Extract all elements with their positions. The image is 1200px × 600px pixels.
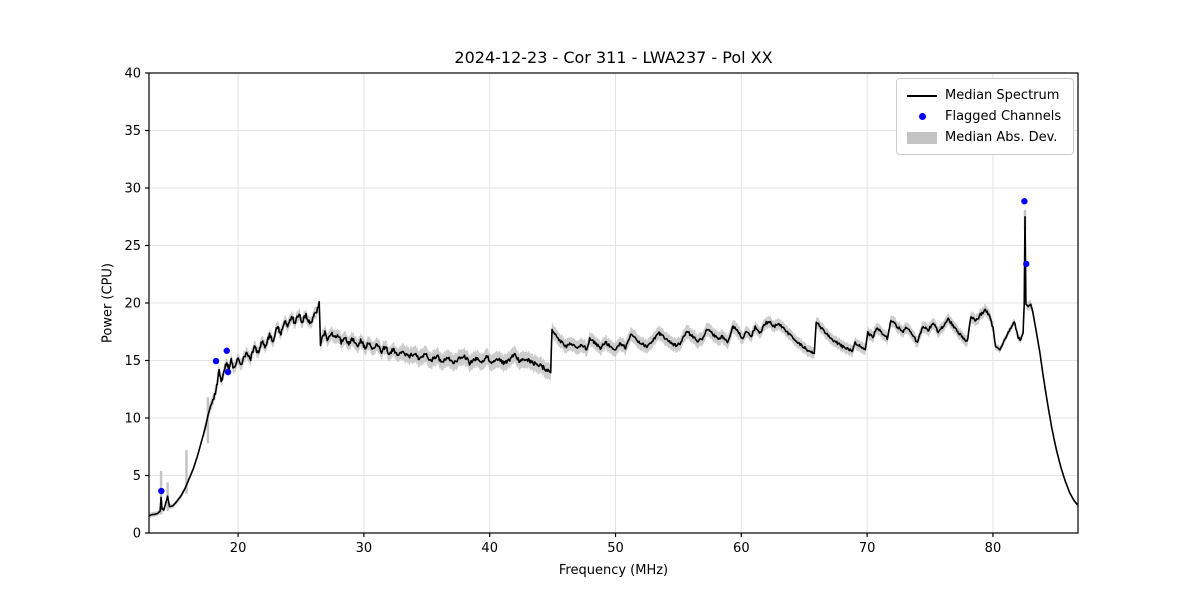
flagged-point — [223, 347, 230, 354]
dot-marker-icon — [905, 113, 939, 120]
x-tick-label: 70 — [859, 541, 876, 556]
legend: Median Spectrum Flagged Channels Median … — [896, 78, 1074, 155]
legend-label: Median Spectrum — [945, 88, 1060, 103]
y-tick-label: 30 — [124, 182, 141, 197]
x-tick-label: 20 — [230, 541, 247, 556]
x-tick-label: 50 — [607, 541, 624, 556]
x-axis-label: Frequency (MHz) — [558, 563, 669, 578]
x-tick-label: 60 — [733, 541, 750, 556]
y-tick-label: 20 — [124, 297, 141, 312]
y-axis-label: Power (CPU) — [100, 262, 116, 344]
flagged-point — [158, 487, 165, 495]
flagged-point — [1023, 260, 1030, 268]
x-tick-label: 30 — [356, 541, 373, 556]
flagged-point — [1021, 198, 1028, 205]
flagged-point — [224, 368, 232, 376]
legend-label: Flagged Channels — [945, 109, 1062, 124]
plot-title: 2024-12-23 - Cor 311 - LWA237 - Pol XX — [454, 48, 773, 67]
y-tick-label: 10 — [124, 412, 141, 427]
mad-band — [149, 212, 1078, 519]
flagged-point — [212, 357, 220, 365]
legend-item-median-abs-dev: Median Abs. Dev. — [905, 127, 1063, 148]
y-tick-label: 35 — [124, 124, 141, 139]
y-tick-label: 25 — [124, 239, 141, 254]
spectrum-line — [148, 216, 1079, 517]
x-tick-label: 40 — [481, 541, 498, 556]
legend-item-median-spectrum: Median Spectrum — [905, 85, 1063, 106]
patch-marker-icon — [905, 131, 939, 144]
line-marker-icon — [905, 94, 939, 97]
y-tick-label: 5 — [133, 469, 141, 484]
y-tick-label: 0 — [133, 527, 141, 542]
x-tick-label: 80 — [985, 541, 1002, 556]
legend-item-flagged-channels: Flagged Channels — [905, 106, 1063, 127]
legend-label: Median Abs. Dev. — [945, 130, 1058, 145]
y-tick-label: 40 — [124, 67, 141, 82]
y-tick-label: 15 — [124, 354, 141, 369]
